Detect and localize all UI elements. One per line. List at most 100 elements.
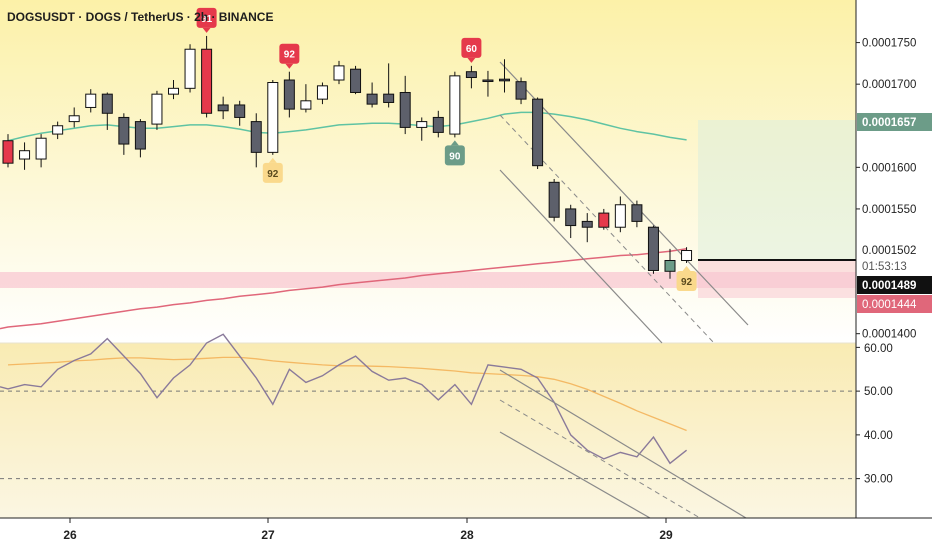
candle[interactable] bbox=[399, 75, 411, 135]
badge-box bbox=[461, 37, 482, 58]
candle[interactable] bbox=[465, 65, 477, 89]
candle[interactable] bbox=[101, 92, 113, 130]
candle[interactable] bbox=[598, 208, 610, 230]
candle[interactable] bbox=[316, 82, 328, 105]
candle[interactable] bbox=[499, 59, 510, 93]
candle[interactable] bbox=[647, 225, 659, 274]
candle[interactable] bbox=[482, 70, 494, 97]
candle[interactable] bbox=[416, 117, 428, 141]
rsi-tick-label: 30.00 bbox=[864, 474, 893, 486]
candle[interactable] bbox=[2, 134, 14, 168]
signal-badge: 60 bbox=[461, 37, 482, 63]
candle[interactable] bbox=[581, 213, 593, 243]
time-tick-label: 26 bbox=[63, 528, 77, 542]
badge-label: 92 bbox=[681, 277, 693, 288]
chart-title: DOGSUSDT · DOGS / TetherUS · 2h · BINANC… bbox=[7, 10, 274, 24]
candle-body bbox=[581, 220, 593, 228]
rsi-channel-lower bbox=[499, 431, 651, 519]
candle-body bbox=[35, 137, 47, 160]
signal-badge: 92 bbox=[279, 43, 300, 69]
candle[interactable] bbox=[681, 247, 693, 263]
time-tick-label: 28 bbox=[460, 528, 474, 542]
candle-body bbox=[184, 48, 196, 89]
signal-badge: 91 bbox=[196, 7, 217, 33]
candle[interactable] bbox=[118, 113, 130, 155]
candle[interactable] bbox=[267, 80, 279, 155]
price-axis-panel[interactable] bbox=[856, 0, 932, 550]
candle[interactable] bbox=[614, 196, 626, 233]
candle-body bbox=[85, 93, 97, 108]
candle[interactable] bbox=[19, 142, 31, 170]
candle-body bbox=[548, 181, 560, 218]
green-level-label-box bbox=[857, 113, 932, 131]
candle-body bbox=[168, 87, 179, 95]
channel-mid-line bbox=[499, 114, 715, 344]
candle[interactable] bbox=[283, 71, 295, 118]
candle[interactable] bbox=[300, 84, 312, 113]
candle-body bbox=[416, 121, 428, 128]
time-tick-label: 27 bbox=[261, 528, 275, 542]
candle[interactable] bbox=[217, 96, 229, 120]
badge-box bbox=[279, 43, 300, 64]
candle[interactable] bbox=[565, 204, 577, 239]
candle[interactable] bbox=[184, 44, 196, 93]
candle-body bbox=[399, 91, 411, 128]
candle-body bbox=[350, 68, 362, 93]
candle[interactable] bbox=[250, 113, 262, 168]
black-level-label-text: 0.0001489 bbox=[862, 280, 916, 292]
candle[interactable] bbox=[201, 35, 213, 118]
candle[interactable] bbox=[35, 134, 47, 168]
badge-pointer bbox=[682, 265, 691, 271]
countdown-label: 01:53:13 bbox=[862, 261, 907, 273]
candle[interactable] bbox=[350, 65, 362, 95]
badge-box bbox=[196, 7, 217, 28]
price-tick-label: 0.0001600 bbox=[862, 162, 916, 174]
candle[interactable] bbox=[532, 97, 544, 170]
candle[interactable] bbox=[631, 200, 643, 228]
rsi-tick-label: 60.00 bbox=[864, 343, 893, 355]
candle-body bbox=[515, 81, 527, 100]
candle-body bbox=[499, 78, 510, 82]
candle-body bbox=[614, 204, 626, 228]
candle-body bbox=[598, 212, 610, 228]
candle[interactable] bbox=[664, 248, 676, 279]
candle[interactable] bbox=[383, 63, 395, 108]
price-tick-label: 0.0001750 bbox=[862, 38, 916, 50]
badge-pointer bbox=[450, 140, 459, 146]
candle[interactable] bbox=[548, 178, 560, 222]
ema-red-line bbox=[0, 248, 687, 330]
candle[interactable] bbox=[333, 60, 345, 85]
candle[interactable] bbox=[151, 90, 163, 130]
candle[interactable] bbox=[234, 100, 246, 126]
badge-pointer bbox=[285, 63, 294, 69]
candle-body bbox=[565, 208, 577, 227]
badge-label: 91 bbox=[201, 14, 213, 25]
badge-pointer bbox=[202, 27, 211, 33]
candle[interactable] bbox=[134, 119, 146, 158]
candle-body bbox=[134, 121, 146, 150]
candle-body bbox=[19, 150, 31, 160]
candle[interactable] bbox=[68, 107, 80, 128]
candle[interactable] bbox=[515, 77, 527, 105]
rsi-tick-label: 50.00 bbox=[864, 386, 893, 398]
time-tick-label: 29 bbox=[659, 528, 673, 542]
candle[interactable] bbox=[168, 80, 179, 100]
rsi-channel-mid bbox=[499, 399, 701, 519]
candle-body bbox=[465, 71, 477, 79]
candle[interactable] bbox=[52, 121, 64, 140]
rsi-channel-upper bbox=[499, 369, 747, 519]
candle-body bbox=[283, 79, 295, 110]
pink-level-label: 0.0001444 bbox=[857, 295, 932, 313]
black-level-label-box bbox=[857, 276, 932, 294]
stop-zone bbox=[698, 260, 856, 298]
candle[interactable] bbox=[85, 89, 97, 113]
candle-body bbox=[333, 65, 345, 81]
badge-box bbox=[444, 145, 465, 166]
candle[interactable] bbox=[432, 110, 444, 138]
badge-label: 90 bbox=[449, 151, 461, 162]
candle[interactable] bbox=[449, 71, 461, 138]
pink-level-label-text: 0.0001444 bbox=[862, 299, 917, 311]
candle[interactable] bbox=[366, 82, 378, 108]
